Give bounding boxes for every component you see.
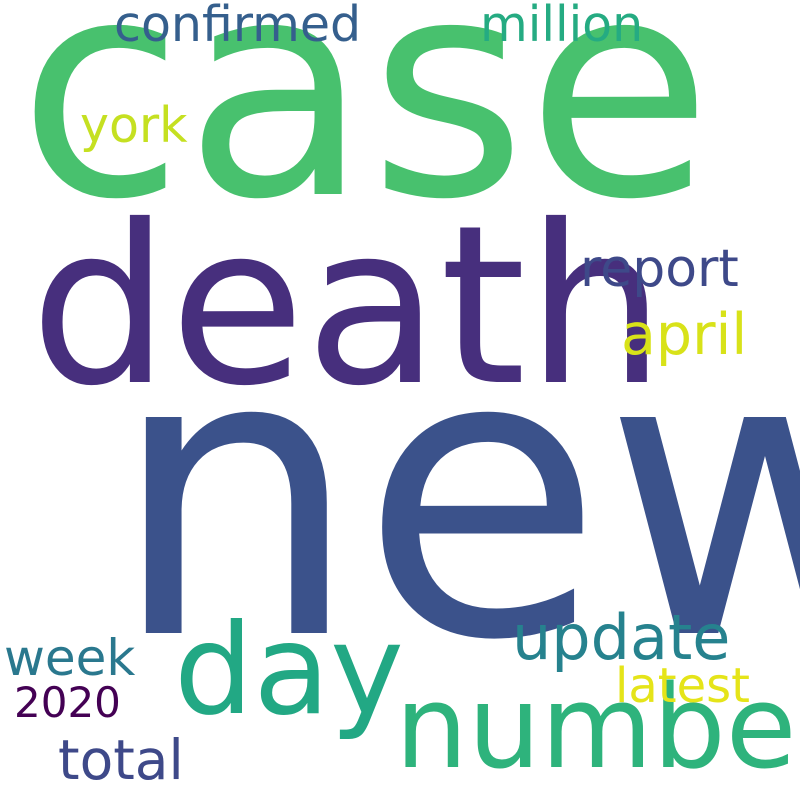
word-latest: latest [615,658,750,714]
word-total: total [58,728,184,792]
word-confirmed: confirmed [114,0,362,53]
word-april: april [621,302,748,368]
word-number: number [395,661,800,795]
word-york: york [80,97,188,154]
word-2020: 2020 [14,678,121,727]
word-week: week [4,629,136,687]
word-death: death [30,178,666,434]
word-case: case [18,0,713,266]
word-day: day [174,598,404,743]
word-new: new [110,267,800,727]
word-report: report [580,239,739,299]
word-million: million [480,0,644,53]
word-update: update [512,601,731,674]
